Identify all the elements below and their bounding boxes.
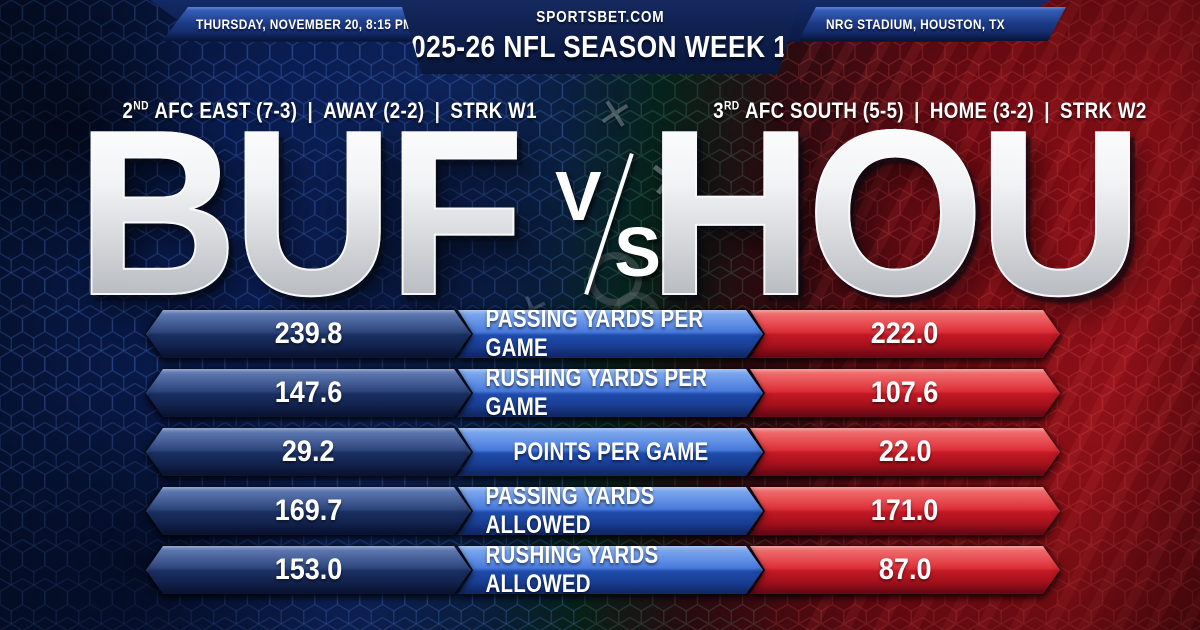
away-team-summary: 2ND AFC EAST (7-3) | AWAY (2-2) | STRK W1: [122, 98, 538, 123]
away-site-record: AWAY (2-2): [323, 98, 425, 123]
home-stat-value: 107.6: [871, 376, 939, 409]
away-stat-value-cell: 153.0: [146, 546, 471, 594]
home-division-record: AFC SOUTH (5-5): [745, 98, 904, 123]
away-division-record: AFC EAST (7-3): [154, 98, 298, 123]
home-streak: STRK W2: [1060, 98, 1147, 123]
separator: |: [434, 98, 441, 123]
home-team-info: 3RD AFC SOUTH (5-5) | HOME (3-2) | STRK W2: [640, 96, 1200, 126]
stat-label-cell: POINTS PER GAME: [458, 428, 763, 476]
stat-label: RUSHING YARDS ALLOWED: [485, 541, 659, 598]
stat-label: POINTS PER GAME: [512, 437, 709, 466]
away-streak: STRK W1: [450, 98, 538, 123]
away-stat-value: 29.2: [282, 435, 335, 468]
away-stat-value: 147.6: [274, 376, 343, 409]
away-stat-value-cell: 169.7: [146, 487, 471, 535]
vs-badge: V S: [549, 153, 669, 295]
home-stat-value-cell: 107.6: [750, 369, 1060, 417]
table-row: 153.0 RUSHING YARDS ALLOWED 87.0: [146, 546, 1060, 594]
away-stat-value: 153.0: [274, 553, 343, 586]
home-rank-suffix: RD: [724, 98, 740, 113]
separator: |: [914, 98, 920, 123]
vs-letter-v: V: [555, 157, 602, 235]
away-team-abbr: BUF: [34, 94, 561, 331]
away-stat-value-cell: 239.8: [146, 310, 471, 358]
table-row: 239.8 PASSING YARDS PER GAME 222.0: [146, 310, 1060, 358]
away-stat-value-cell: 147.6: [146, 369, 471, 417]
stat-label: PASSING YARDS ALLOWED: [485, 482, 655, 539]
stat-label: PASSING YARDS PER GAME: [485, 305, 704, 362]
stat-label-cell: RUSHING YARDS ALLOWED: [458, 546, 763, 594]
away-stat-value: 169.7: [274, 494, 343, 527]
home-stat-value-cell: 87.0: [750, 546, 1060, 594]
home-stat-value: 171.0: [871, 494, 939, 527]
home-stat-value-cell: 222.0: [750, 310, 1060, 358]
stat-label-cell: RUSHING YARDS PER GAME: [458, 369, 763, 417]
away-team-info: 2ND AFC EAST (7-3) | AWAY (2-2) | STRK W1: [30, 96, 630, 126]
separator: |: [307, 98, 314, 123]
home-stat-value-cell: 22.0: [750, 428, 1060, 476]
page-title: 2025-26 NFL SEASON WEEK 12: [396, 29, 804, 64]
home-site-record: HOME (3-2): [929, 98, 1035, 123]
header-band: SPORTSBET.COM 2025-26 NFL SEASON WEEK 12: [400, 0, 800, 74]
home-stat-value-cell: 171.0: [750, 487, 1060, 535]
home-stat-value: 22.0: [878, 435, 932, 468]
away-stat-value-cell: 29.2: [146, 428, 471, 476]
home-team-abbr: HOU: [638, 94, 1147, 331]
table-row: 169.7 PASSING YARDS ALLOWED 171.0: [146, 487, 1060, 535]
vs-letter-s: S: [614, 213, 661, 291]
home-stat-value: 87.0: [878, 553, 932, 586]
home-stat-value: 222.0: [871, 317, 939, 350]
away-stat-value: 239.8: [274, 317, 343, 350]
table-row: 29.2 POINTS PER GAME 22.0: [146, 428, 1060, 476]
home-team-summary: 3RD AFC SOUTH (5-5) | HOME (3-2) | STRK W2: [713, 98, 1147, 123]
stat-label: RUSHING YARDS PER GAME: [485, 364, 708, 421]
stat-label-cell: PASSING YARDS PER GAME: [458, 310, 763, 358]
table-row: 147.6 RUSHING YARDS PER GAME 107.6: [146, 369, 1060, 417]
venue-ribbon: NRG STADIUM, HOUSTON, TX: [798, 7, 1066, 41]
game-datetime: THURSDAY, NOVEMBER 20, 8:15 PM EST: [196, 16, 442, 32]
stats-table: 239.8 PASSING YARDS PER GAME 222.0 147.6…: [146, 310, 1060, 605]
stat-label-cell: PASSING YARDS ALLOWED: [458, 487, 763, 535]
separator: |: [1044, 98, 1050, 123]
venue: NRG STADIUM, HOUSTON, TX: [826, 16, 1005, 32]
site-name: SPORTSBET.COM: [535, 9, 665, 26]
away-rank-suffix: ND: [133, 98, 150, 113]
